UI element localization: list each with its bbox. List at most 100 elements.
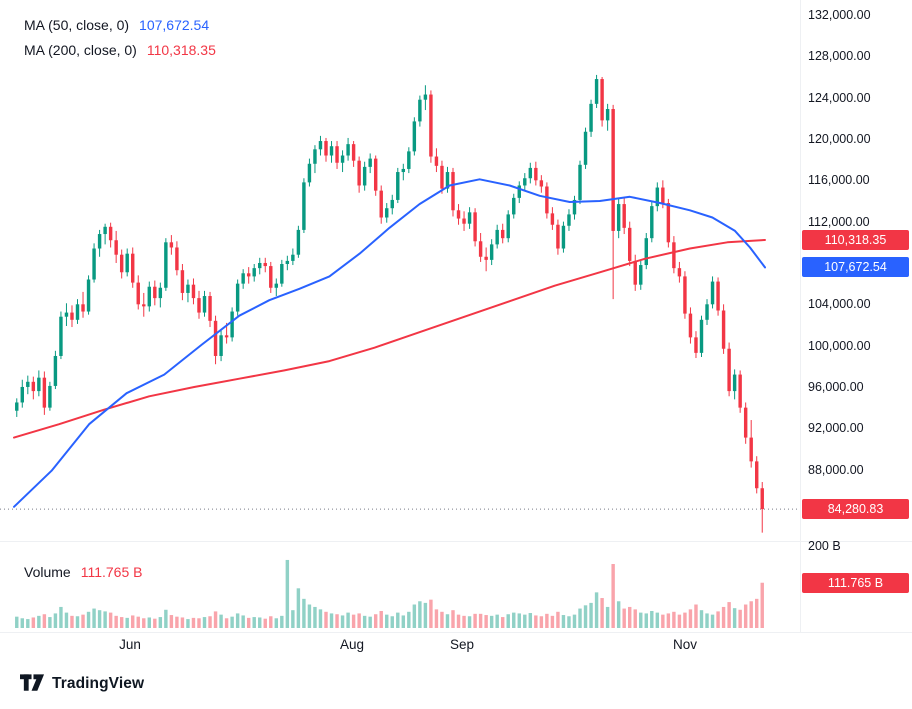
volume-bar xyxy=(489,615,494,628)
volume-bar xyxy=(539,616,544,628)
candle-body xyxy=(258,262,262,269)
volume-legend-row[interactable]: Volume 111.765 B xyxy=(24,564,142,580)
volume-bar xyxy=(53,613,58,628)
candle-body xyxy=(42,377,47,408)
candle-body xyxy=(633,260,637,285)
candle-body xyxy=(175,247,179,271)
candle-body xyxy=(26,381,30,387)
ma50-label: MA (50, close, 0) xyxy=(24,17,130,33)
candle-body xyxy=(97,234,102,249)
candle-body xyxy=(15,402,19,411)
volume-bar xyxy=(616,601,621,628)
price-tick-label: 128,000.00 xyxy=(808,49,871,64)
ma200-legend-row[interactable]: MA (200, close, 0) 110,318.35 xyxy=(24,38,216,63)
volume-bar xyxy=(351,614,356,628)
ma50-line[interactable] xyxy=(13,178,766,508)
volume-bars-layer xyxy=(15,559,764,628)
candle-body xyxy=(716,281,720,311)
candle-body xyxy=(396,172,400,200)
candle-body xyxy=(473,212,477,242)
candle-body xyxy=(346,144,350,156)
volume-bar xyxy=(346,612,350,628)
volume-tick-label: 200 B xyxy=(808,539,841,553)
volume-bar xyxy=(20,618,24,628)
candle-body xyxy=(489,244,494,260)
volume-bar xyxy=(705,613,709,628)
candle-body xyxy=(131,253,135,283)
candle-body xyxy=(677,268,682,277)
volume-bar xyxy=(506,614,510,628)
candle-body xyxy=(429,94,433,157)
chart-plot-area[interactable] xyxy=(0,0,912,660)
candle-body xyxy=(164,242,168,288)
volume-bar xyxy=(219,614,223,628)
volume-bar xyxy=(197,618,201,628)
candle-body xyxy=(373,158,378,191)
candle-body xyxy=(539,180,544,187)
candle-body xyxy=(418,99,422,122)
ma200-value: 110,318.35 xyxy=(146,42,216,58)
volume-bar xyxy=(500,617,505,628)
ma50-legend-row[interactable]: MA (50, close, 0) 107,672.54 xyxy=(24,13,216,38)
candle-body xyxy=(699,319,704,353)
volume-bar xyxy=(467,616,472,628)
candle-body xyxy=(241,273,245,284)
candle-body xyxy=(500,229,505,239)
pane-separator[interactable] xyxy=(0,541,912,542)
volume-bar xyxy=(611,564,615,628)
candle-body xyxy=(666,203,671,243)
volume-bar xyxy=(340,615,345,628)
volume-bar xyxy=(445,614,450,628)
volume-bar xyxy=(627,606,632,628)
volume-bar xyxy=(738,609,742,628)
candle-body xyxy=(528,167,533,179)
volume-bar xyxy=(280,615,284,628)
candle-body xyxy=(335,146,339,163)
candle-body xyxy=(727,348,731,392)
candle-body xyxy=(755,461,759,489)
candle-body xyxy=(136,282,140,305)
volume-bar xyxy=(578,608,582,628)
volume-bar xyxy=(545,613,549,628)
candle-body xyxy=(627,227,632,261)
volume-bar xyxy=(230,616,234,628)
volume-bar xyxy=(329,613,334,628)
candle-body xyxy=(462,218,466,224)
volume-bar xyxy=(517,613,521,628)
volume-label: Volume xyxy=(24,564,71,580)
time-axis-label: Jun xyxy=(119,637,141,652)
volume-bar xyxy=(462,615,466,628)
candle-body xyxy=(202,296,207,313)
volume-bar xyxy=(710,614,715,628)
volume-bar xyxy=(202,617,207,628)
candle-body xyxy=(385,208,389,218)
volume-bar xyxy=(572,614,577,628)
price-tick-label: 96,000.00 xyxy=(808,380,864,394)
last-price-badge: 84,280.83 xyxy=(802,499,909,520)
volume-bar xyxy=(451,610,455,628)
volume-bar xyxy=(373,614,378,628)
candle-body xyxy=(694,337,698,353)
price-tick-label: 124,000.00 xyxy=(808,90,871,105)
candle-body xyxy=(451,172,455,211)
volume-bar xyxy=(180,617,185,628)
candles-layer xyxy=(15,74,764,533)
volume-bar xyxy=(37,615,41,628)
tradingview-logo[interactable]: TradingView xyxy=(20,674,144,694)
volume-bar xyxy=(556,611,560,628)
volume-bar xyxy=(70,615,74,628)
candle-body xyxy=(368,158,372,167)
volume-bar xyxy=(622,608,626,628)
volume-bar xyxy=(473,613,477,628)
candle-body xyxy=(379,190,383,218)
candle-body xyxy=(75,304,80,320)
candle-body xyxy=(407,151,411,169)
volume-bar xyxy=(528,613,533,628)
ma200-line[interactable] xyxy=(13,239,766,439)
candle-body xyxy=(605,109,610,121)
volume-bar xyxy=(291,610,295,628)
volume-bar xyxy=(650,610,654,628)
time-axis[interactable]: Jun Aug Sep Nov xyxy=(0,632,912,658)
candle-body xyxy=(760,488,764,510)
candle-body xyxy=(583,131,588,165)
